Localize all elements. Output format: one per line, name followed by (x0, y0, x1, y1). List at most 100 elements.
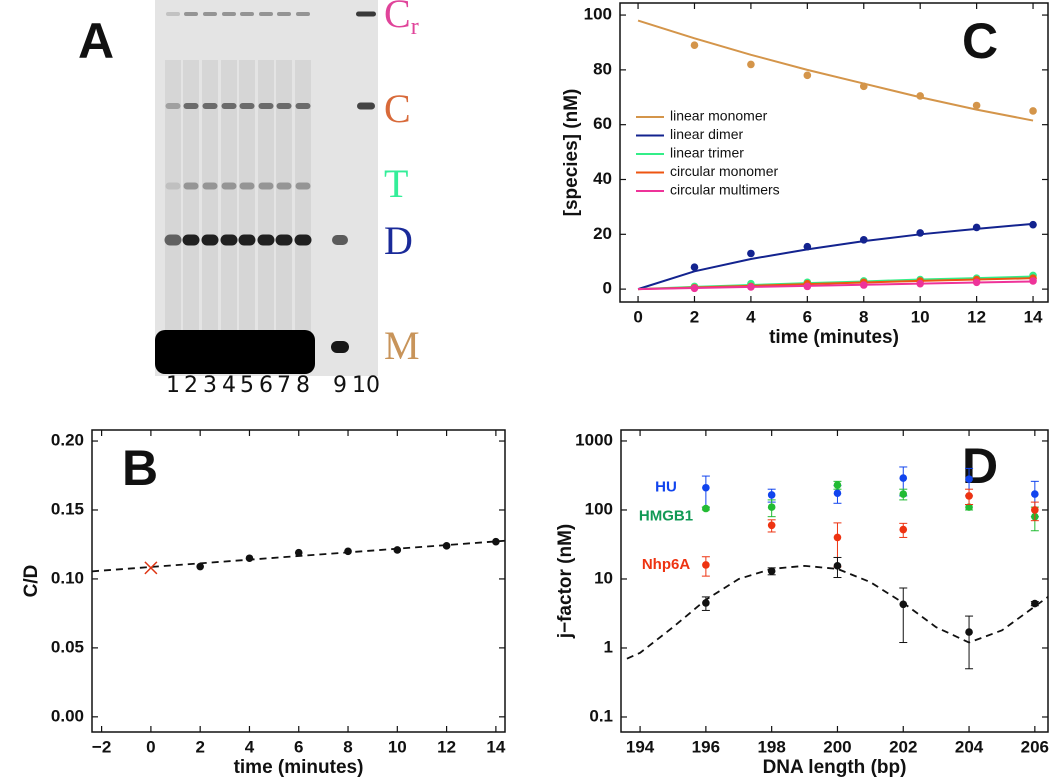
data-point (702, 483, 710, 492)
data-point (294, 548, 303, 557)
legend-label: HU (655, 479, 677, 496)
legend-label: circular multimers (670, 182, 780, 198)
data-point (803, 242, 812, 251)
data-point (767, 567, 776, 575)
data-point (972, 223, 981, 232)
x-tick-label: 6 (803, 307, 812, 326)
band-label-subscript: r (411, 14, 419, 40)
y-tick-label: 0.10 (51, 568, 84, 587)
panel-label: A (78, 13, 114, 69)
legend-label: circular monomer (670, 163, 778, 179)
x-tick-label: 8 (343, 737, 352, 756)
gel-band (183, 103, 199, 109)
x-tick-label: 2 (690, 307, 699, 326)
gel-smear (165, 60, 181, 340)
data-point (196, 562, 204, 571)
x-tick-label: 2 (195, 737, 204, 756)
data-point (690, 41, 699, 50)
x-tick-label: 10 (388, 737, 407, 756)
data-point (690, 284, 699, 293)
gel-band (222, 12, 236, 16)
data-point (393, 546, 402, 554)
legend-label: HMGB1 (639, 507, 693, 524)
y-tick-label: 0.15 (51, 499, 84, 518)
lane-label: 1 (166, 373, 180, 398)
y-axis-label: j−factor (nM) (555, 524, 576, 640)
panel-label: C (962, 13, 998, 69)
data-point (1031, 490, 1039, 498)
x-tick-label: −2 (92, 737, 111, 756)
data-point (803, 282, 812, 291)
y-tick-label: 60 (593, 114, 612, 133)
data-point (899, 490, 908, 498)
data-point (1031, 599, 1039, 608)
panel-label: D (962, 438, 998, 494)
gel-band (276, 182, 292, 190)
data-point (690, 263, 699, 271)
gel-band (332, 235, 348, 245)
data-point (899, 525, 908, 534)
data-point (1029, 107, 1037, 115)
gel-band (258, 182, 274, 190)
panel-label: B (122, 440, 158, 496)
y-tick-label: 80 (593, 59, 612, 78)
legend-label: linear dimer (670, 126, 743, 142)
data-point (1029, 277, 1037, 285)
y-tick-label: 0.00 (51, 706, 84, 725)
legend-label: linear monomer (670, 108, 768, 124)
x-tick-label: 198 (757, 737, 785, 756)
gel-smear (258, 60, 274, 340)
data-point (492, 537, 500, 546)
data-point (767, 491, 776, 499)
gel-band (239, 182, 255, 190)
y-tick-label: 0.05 (51, 637, 84, 656)
lane-label: 8 (296, 373, 310, 398)
fit-line (626, 564, 1049, 660)
fit-line (637, 222, 1034, 291)
x-tick-label: 4 (746, 307, 756, 326)
gel-band (356, 11, 376, 17)
data-point (916, 92, 924, 100)
x-tick-label: 6 (294, 737, 303, 756)
gel-smear (221, 60, 237, 340)
x-tick-label: 200 (823, 737, 851, 756)
band-label: M (384, 323, 420, 368)
gel-band (183, 182, 199, 190)
gel-band (203, 12, 217, 16)
data-point (972, 101, 981, 110)
data-point (833, 562, 842, 570)
extrapolated-point (144, 561, 158, 575)
data-point (767, 503, 776, 511)
band-label: T (384, 161, 408, 206)
x-tick-label: 12 (967, 307, 986, 326)
data-point (965, 503, 973, 511)
gel-band (201, 234, 219, 246)
x-tick-label: 14 (1024, 307, 1043, 326)
lane-label: 7 (277, 373, 291, 398)
gel-band (357, 102, 375, 110)
gel-band (258, 103, 274, 109)
x-tick-label: 8 (859, 307, 868, 326)
data-point (702, 561, 710, 569)
x-tick-label: 0 (633, 307, 642, 326)
gel-band (295, 103, 311, 109)
data-point (767, 521, 776, 530)
data-point (245, 554, 254, 563)
gel-band (164, 234, 182, 246)
gel-background (155, 0, 378, 376)
y-tick-label: 20 (593, 224, 612, 243)
data-point (442, 542, 451, 550)
gel-smear (295, 60, 311, 340)
gel-band (238, 234, 256, 246)
x-axis-label: time (minutes) (769, 327, 899, 348)
gel-band (184, 12, 198, 16)
gel-band (166, 12, 180, 16)
data-point (833, 489, 842, 498)
fit-line (637, 19, 1034, 122)
x-axis-label: DNA length (bp) (763, 757, 907, 778)
x-tick-label: 4 (245, 737, 255, 756)
y-tick-label: 100 (584, 5, 612, 24)
data-point (702, 599, 710, 607)
plot-frame (620, 429, 1049, 733)
data-point (972, 278, 981, 287)
